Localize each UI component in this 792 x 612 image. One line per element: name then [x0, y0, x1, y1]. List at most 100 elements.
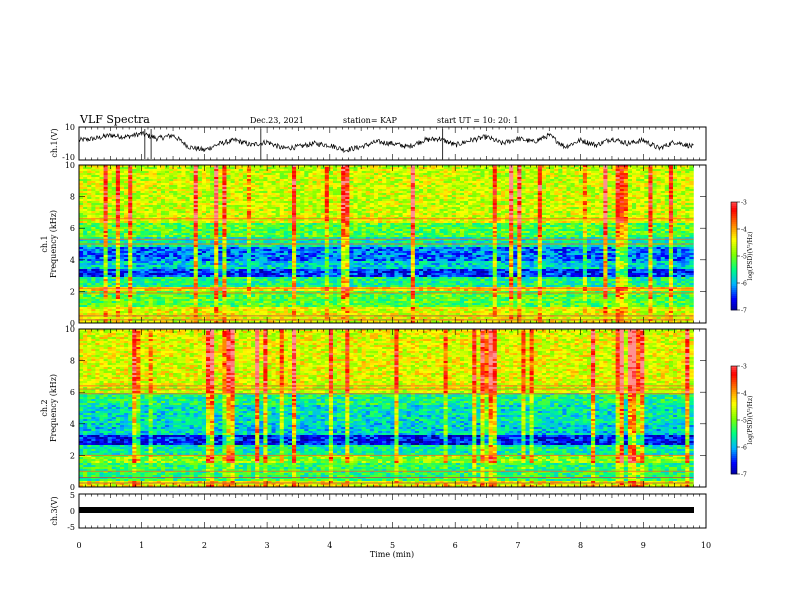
ch1-spec-cell	[636, 169, 640, 171]
ch1-spec-cell	[312, 213, 316, 215]
ch1-spec-cell	[104, 223, 108, 225]
ch1-spec-cell	[448, 211, 452, 213]
ch1-spec-cell	[468, 201, 472, 203]
ch1-spec-cell	[648, 197, 652, 199]
ch1-spec-cell	[476, 191, 480, 193]
ch1-spec-cell	[612, 215, 616, 217]
ch1-spec-cell	[255, 223, 259, 225]
ch1-spec-cell	[632, 203, 636, 205]
ch1-spec-cell	[505, 179, 509, 181]
ch1-spec-cell	[202, 211, 206, 213]
ch1-spec-cell	[435, 193, 439, 195]
ch1-spec-cell	[366, 175, 370, 177]
ch1-spec-cell	[390, 219, 394, 221]
ch1-spec-cell	[399, 169, 403, 171]
ch1-spec-cell	[530, 203, 534, 205]
ch1-spec-cell	[685, 193, 689, 195]
ch1-spec-cell	[325, 213, 329, 215]
ch1-spec-cell	[296, 223, 300, 225]
ch1-spec-cell	[599, 213, 603, 215]
ch1-spec-cell	[620, 199, 624, 201]
ch1-spec-cell	[624, 223, 628, 225]
ch1-spec-cell	[333, 201, 337, 203]
ch1-spec-cell	[681, 223, 685, 225]
ch1-spec-cell	[468, 213, 472, 215]
ch1-spec-cell	[407, 173, 411, 175]
ch1-spec-cell	[181, 167, 185, 169]
ch1-spec-cell	[607, 221, 611, 223]
ch1-spec-cell	[538, 193, 542, 195]
ch1-spec-cell	[263, 221, 267, 223]
ch1-spec-cell	[104, 175, 108, 177]
ch1-spec-cell	[321, 221, 325, 223]
ch1-spec-cell	[685, 215, 689, 217]
ch1-spec-cell	[165, 199, 169, 201]
ch1-spec-cell	[218, 185, 222, 187]
ch1-spec-cell	[157, 199, 161, 201]
ch1-spec-cell	[575, 187, 579, 189]
ch1-spec-cell	[186, 169, 190, 171]
ch1-spec-cell	[476, 215, 480, 217]
ch1-spec-cell	[644, 195, 648, 197]
ch1-spec-cell	[366, 185, 370, 187]
ch1-spec-cell	[382, 185, 386, 187]
ch1-spec-cell	[587, 179, 591, 181]
ch1-spec-cell	[341, 201, 345, 203]
ch1-spec-cell	[632, 193, 636, 195]
ch1-spec-cell	[628, 167, 632, 169]
ch1-spec-cell	[513, 219, 517, 221]
ch1-spec-cell	[571, 173, 575, 175]
ch1-spec-cell	[353, 197, 357, 199]
ch1-spec-cell	[325, 189, 329, 191]
ch1-spec-cell	[149, 207, 153, 209]
ch1-spec-cell	[202, 175, 206, 177]
ch1-spec-cell	[202, 205, 206, 207]
ch1-spec-cell	[497, 185, 501, 187]
ch1-spec-cell	[620, 211, 624, 213]
ch1-spec-cell	[251, 183, 255, 185]
ch1-spec-cell	[399, 211, 403, 213]
ch1-spec-cell	[120, 187, 124, 189]
ch1-spec-cell	[407, 187, 411, 189]
ch1-spec-cell	[280, 179, 284, 181]
ch1-spec-cell	[579, 173, 583, 175]
ch1-spec-cell	[99, 203, 103, 205]
ch1-spec-cell	[263, 191, 267, 193]
ch1-spec-cell	[259, 191, 263, 193]
ch1-spec-cell	[124, 169, 128, 171]
ch1-spec-cell	[534, 197, 538, 199]
ch1-spec-cell	[329, 223, 333, 225]
ch1-spec-cell	[644, 175, 648, 177]
ch1-spec-cell	[353, 185, 357, 187]
ch1-spec-cell	[403, 201, 407, 203]
ch1-spec-cell	[190, 213, 194, 215]
ch1-spec-cell	[550, 201, 554, 203]
ch1-spec-cell	[640, 213, 644, 215]
ch1-spec-cell	[190, 195, 194, 197]
ch1-spec-cell	[145, 191, 149, 193]
ch1-spec-cell	[669, 201, 673, 203]
ch1-spec-cell	[370, 213, 374, 215]
ch1-spec-cell	[161, 187, 165, 189]
ch1-spec-cell	[485, 201, 489, 203]
ch1-spec-cell	[407, 207, 411, 209]
ch1-spec-cell	[390, 193, 394, 195]
ch1-spec-cell	[493, 177, 497, 179]
ch1-spec-cell	[517, 219, 521, 221]
ch1-spec-cell	[689, 173, 693, 175]
ch1-spec-cell	[378, 177, 382, 179]
ch1-spec-cell	[435, 209, 439, 211]
ch1-spec-cell	[251, 215, 255, 217]
ch1-spec-cell	[464, 209, 468, 211]
ch1-spec-cell	[583, 189, 587, 191]
ch1-spec-cell	[317, 183, 321, 185]
ch1-spec-cell	[669, 175, 673, 177]
ch1-spec-cell	[497, 203, 501, 205]
ch1-spec-cell	[575, 219, 579, 221]
ch1-spec-cell	[681, 213, 685, 215]
ch1-spec-cell	[243, 209, 247, 211]
ch1-spec-cell	[161, 201, 165, 203]
ch1-spec-cell	[460, 193, 464, 195]
ch1-spec-cell	[644, 189, 648, 191]
ch1-spec-cell	[587, 205, 591, 207]
